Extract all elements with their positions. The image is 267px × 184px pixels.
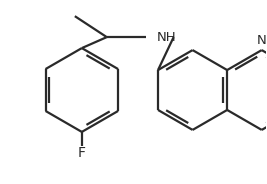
Text: F: F <box>78 146 86 160</box>
Text: NH: NH <box>157 31 176 44</box>
Text: N: N <box>257 34 266 47</box>
